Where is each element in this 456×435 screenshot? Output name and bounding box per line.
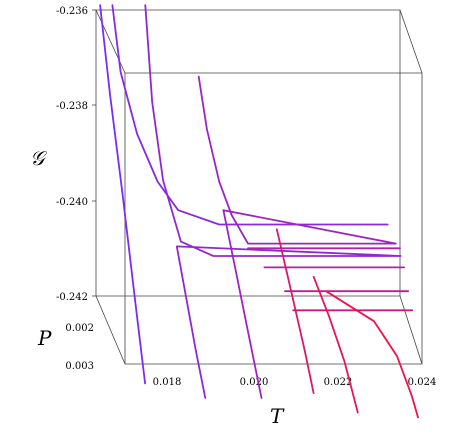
curves-group (99, 4, 419, 419)
z-axis-title: 𝒢 (30, 146, 48, 170)
series-curve-10 (325, 290, 419, 419)
p-tick-label: 0.003 (65, 361, 94, 372)
box-edge-bottom-right (399, 295, 423, 365)
z-tick-label: -0.236 (56, 6, 88, 17)
z-tick-label: -0.238 (56, 101, 88, 112)
p-tick-label: 0.002 (65, 323, 94, 334)
t-tick-label: 0.020 (240, 377, 269, 388)
series-curve-2 (144, 4, 402, 399)
box-front-face (124, 72, 423, 365)
z-tick-label: -0.240 (56, 197, 88, 208)
t-axis-title: T (270, 404, 285, 428)
box-edge-top-left (95, 9, 126, 74)
series-curve-1 (111, 4, 389, 226)
series-curve-0 (99, 4, 146, 385)
t-axis: 0.018 0.020 0.022 0.024 T (153, 377, 437, 428)
t-tick-label: 0.018 (153, 377, 182, 388)
series-curve-8 (275, 228, 315, 394)
z-axis: -0.236 -0.238 -0.240 -0.242 𝒢 (30, 6, 96, 303)
box-edge-top-right (399, 9, 423, 74)
p-axis: 0.002 0.003 P (37, 323, 94, 372)
series-curve-9 (312, 276, 359, 414)
box-edge-bottom-left (95, 295, 126, 365)
box-back-face (95, 9, 401, 297)
t-tick-label: 0.022 (324, 377, 353, 388)
series-curve-3 (197, 75, 397, 399)
z-tick-label: -0.242 (56, 292, 88, 303)
p-axis-title: P (37, 326, 52, 350)
t-tick-label: 0.024 (408, 377, 437, 388)
